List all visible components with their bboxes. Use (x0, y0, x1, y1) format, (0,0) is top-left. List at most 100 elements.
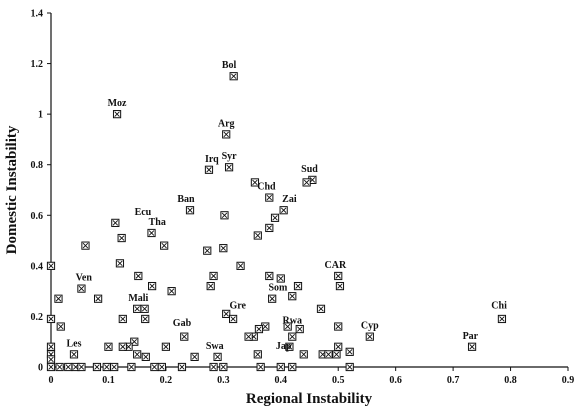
data-point (177, 362, 187, 372)
data-point (141, 352, 150, 361)
data-point (265, 193, 274, 202)
data-point (46, 362, 56, 372)
data-point (157, 362, 166, 372)
data-point (276, 362, 285, 372)
data-point (167, 287, 176, 296)
data-point (46, 261, 56, 270)
point-label: Gre (229, 300, 246, 311)
point-label: Chd (257, 182, 276, 193)
data-point (497, 314, 507, 324)
data-point (92, 362, 102, 372)
point-label: Som (268, 283, 288, 294)
data-point (268, 294, 277, 303)
data-point (209, 362, 218, 372)
data-point (219, 362, 228, 372)
x-tick-label: 0 (49, 375, 54, 386)
y-tick-label: 1 (38, 110, 43, 121)
data-point (302, 178, 311, 187)
data-point (204, 165, 214, 174)
data-point (254, 324, 264, 334)
data-point (54, 294, 63, 303)
data-point (253, 231, 262, 240)
data-point (219, 244, 228, 253)
data-point (118, 314, 127, 324)
data-point (224, 163, 234, 172)
data-point (148, 281, 157, 291)
data-point (316, 304, 326, 313)
point-label: Arg (218, 118, 235, 129)
data-point (127, 362, 136, 372)
data-point (250, 178, 260, 187)
point-label: Cyp (361, 321, 379, 332)
data-point (102, 362, 111, 372)
point-label: Zai (282, 194, 297, 205)
point-label: Ecu (135, 207, 152, 218)
data-point (270, 213, 280, 222)
data-point (111, 218, 120, 227)
point-label: Bol (222, 60, 237, 71)
data-point (46, 355, 56, 364)
data-point (117, 233, 126, 243)
y-tick-label: 0 (38, 363, 43, 374)
point-label: Tha (149, 217, 166, 228)
ticks: 0 0.1 0.2 0.3 0.4 0.5 0.6 0.7 0.8 0.9 0 0.2 0.4 0.6 0.… (31, 9, 575, 387)
point-label: Syr (222, 151, 238, 162)
data-point (288, 292, 297, 301)
data-point (77, 284, 86, 293)
data-point (253, 350, 262, 359)
data-point (77, 362, 86, 372)
data-point (335, 281, 345, 291)
data-point (64, 362, 73, 372)
y-tick-label: 0.2 (31, 312, 44, 323)
data-point (288, 332, 297, 341)
point-label: Ven (76, 273, 93, 284)
data-point (133, 350, 142, 359)
data-point (279, 206, 288, 215)
data-point (220, 211, 229, 220)
data-point (365, 332, 374, 341)
data-point (56, 322, 65, 331)
y-tick-label: 1.2 (31, 59, 44, 70)
data-point (288, 362, 297, 372)
y-tick-label: 0.6 (31, 211, 44, 222)
point-label: Swa (206, 341, 224, 352)
data-point (256, 362, 265, 372)
data-point (244, 332, 253, 341)
data-point (110, 362, 119, 372)
data-point (118, 342, 127, 351)
data-point (185, 206, 195, 215)
data-point (334, 342, 343, 351)
data-point (222, 130, 231, 139)
data-point (115, 259, 125, 268)
y-tick-label: 0.4 (31, 261, 44, 272)
point-label: Jap (276, 341, 292, 352)
data-point (55, 362, 64, 372)
data-point (334, 271, 343, 281)
data-point (467, 342, 477, 351)
point-label: Moz (108, 98, 127, 109)
data-point (69, 350, 79, 359)
x-tick-label: 0.5 (332, 375, 345, 386)
x-tick-label: 0.3 (217, 375, 230, 386)
x-tick-label: 0.6 (389, 375, 402, 386)
point-label: Mali (128, 293, 148, 304)
data-point (46, 342, 56, 351)
x-tick-label: 0.2 (160, 375, 173, 386)
point-label: Gab (173, 318, 192, 329)
data-point (209, 271, 218, 281)
data-point (276, 274, 285, 283)
point-label: Par (463, 331, 479, 342)
data-point (130, 337, 139, 346)
point-label: Sud (301, 164, 318, 175)
data-point (293, 281, 303, 291)
data-point (213, 352, 222, 361)
x-tick-label: 0.1 (102, 375, 115, 386)
data-point (161, 342, 170, 351)
point-label: Irq (205, 154, 219, 165)
data-point (46, 314, 56, 324)
data-point (334, 322, 343, 331)
data-point (283, 322, 292, 331)
data-point (134, 271, 143, 281)
data-point (299, 350, 308, 359)
